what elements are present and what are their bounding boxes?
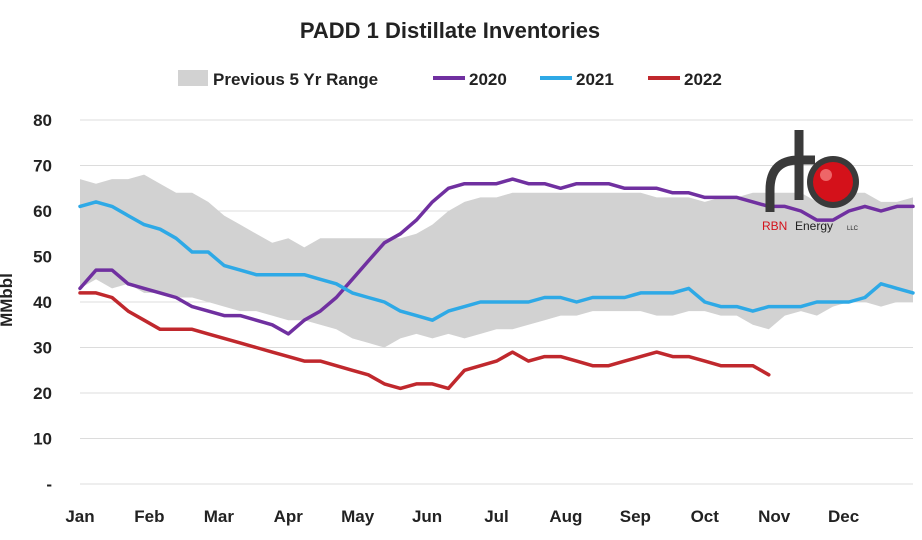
y-axis-label: MMbbl	[0, 273, 16, 327]
y-tick-label: -	[46, 475, 52, 494]
x-tick-label: Nov	[758, 507, 791, 526]
legend: Previous 5 Yr Range 2020 2021 2022	[178, 70, 722, 89]
range-band	[80, 174, 913, 348]
x-tick-label: Jul	[484, 507, 509, 526]
y-tick-label: 10	[33, 430, 52, 449]
y-tick-label: 40	[33, 293, 52, 312]
x-tick-label: Aug	[549, 507, 582, 526]
x-tick-label: Sep	[620, 507, 651, 526]
logo-ball-highlight	[820, 169, 832, 181]
y-tick-label: 50	[33, 248, 52, 267]
logo-pipe-icon	[765, 130, 815, 212]
range-band-group	[80, 174, 913, 348]
y-tick-label: 30	[33, 339, 52, 358]
x-tick-label: Oct	[691, 507, 720, 526]
legend-label-2022: 2022	[684, 70, 722, 89]
y-tick-label: 20	[33, 384, 52, 403]
y-tick-label: 70	[33, 157, 52, 176]
x-tick-label: Jun	[412, 507, 442, 526]
x-tick-label: Mar	[204, 507, 235, 526]
legend-swatch-range	[178, 70, 208, 86]
logo-ball-inner	[813, 162, 853, 202]
legend-label-2021: 2021	[576, 70, 614, 89]
x-tick-label: Jan	[65, 507, 94, 526]
series-line-2022	[78, 291, 771, 391]
y-tick-label: 60	[33, 202, 52, 221]
x-tick-labels: Jan Feb Mar Apr May Jun Jul Aug Sep Oct Nov Dec	[65, 507, 859, 526]
x-tick-label: Feb	[134, 507, 164, 526]
logo-text-energy: Energy	[795, 219, 833, 233]
logo-text-llc: LLC	[847, 226, 859, 232]
legend-label-2020: 2020	[469, 70, 507, 89]
rbn-energy-logo: RBN Energy LLC	[762, 130, 859, 233]
x-tick-label: Dec	[828, 507, 859, 526]
logo-text-rbn: RBN	[762, 219, 787, 233]
chart-title: PADD 1 Distillate Inventories	[300, 18, 600, 43]
y-tick-label: 80	[33, 111, 52, 130]
x-tick-label: May	[341, 507, 375, 526]
x-tick-label: Apr	[274, 507, 304, 526]
y-tick-labels: - 10 20 30 40 50 60 70 80	[33, 111, 52, 494]
series-line-2021	[78, 200, 915, 322]
legend-label-range: Previous 5 Yr Range	[213, 70, 378, 89]
